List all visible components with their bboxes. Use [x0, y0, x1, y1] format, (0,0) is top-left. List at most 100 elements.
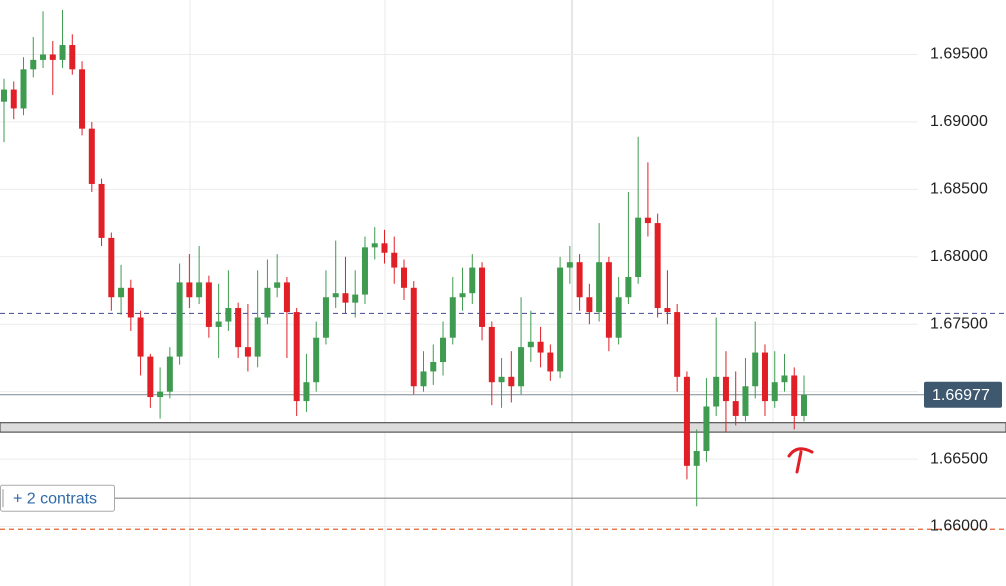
candle-body: [713, 376, 720, 407]
candle-body: [20, 69, 27, 109]
candle-body: [137, 317, 144, 357]
candle-body: [615, 297, 622, 338]
candle-body: [664, 308, 671, 313]
candle-body: [508, 376, 515, 387]
candle-body: [1, 89, 7, 102]
candle-body: [127, 287, 134, 318]
candle-body: [635, 217, 642, 278]
candle-body: [654, 223, 661, 309]
candle-body: [283, 282, 290, 313]
candle-body: [235, 308, 242, 348]
candle-body: [801, 394, 807, 416]
candle-body: [166, 356, 173, 392]
candle-body: [449, 297, 456, 338]
y-tick-label: 1.67500: [930, 315, 988, 332]
candle-body: [644, 217, 651, 224]
candle-body: [69, 45, 76, 70]
price-axis: 1.660001.665001.670001.675001.680001.685…: [924, 46, 1002, 535]
candle-body: [469, 267, 476, 294]
last-price-box: [924, 381, 1002, 408]
candle-body: [205, 282, 212, 327]
candle-body: [527, 341, 534, 348]
candle-body: [196, 282, 203, 298]
candles: [1, 9, 807, 507]
candle-body: [88, 128, 95, 184]
candle-body: [274, 282, 281, 288]
candle-body: [537, 341, 544, 353]
candle-body: [771, 382, 778, 402]
candle-body: [401, 267, 407, 288]
hand-drawn-arrow: [787, 447, 814, 474]
candle-body: [118, 287, 125, 298]
candle-body: [147, 356, 154, 398]
last-price-label: 1.66977: [932, 387, 990, 404]
zone-band: [0, 422, 1006, 433]
overlays: + 2 contrats: [0, 312, 1006, 530]
candle-body: [488, 326, 495, 383]
candle-body: [566, 262, 573, 268]
candle-body: [40, 54, 47, 60]
candle-body: [391, 252, 398, 268]
candle-body: [264, 287, 271, 318]
candle-body: [596, 262, 603, 313]
y-tick-label: 1.68000: [930, 248, 988, 265]
candle-body: [459, 293, 466, 298]
candle-body: [479, 267, 486, 327]
candle-body: [674, 312, 681, 377]
candle-body: [781, 375, 788, 383]
candle-body: [761, 352, 768, 402]
candle-body: [108, 237, 115, 298]
candle-body: [361, 247, 368, 295]
candle-body: [79, 69, 86, 129]
candle-body: [430, 361, 437, 372]
candle-body: [244, 347, 251, 357]
candle-body: [683, 376, 690, 466]
candle-body: [732, 401, 739, 416]
candle-body: [10, 89, 17, 109]
candle-body: [313, 337, 320, 383]
candle-body: [742, 386, 749, 416]
candle-body: [49, 54, 56, 60]
candle-body: [703, 406, 710, 451]
candle-body: [547, 352, 554, 372]
candle-body: [30, 59, 37, 70]
candle-body: [440, 337, 447, 362]
order-label[interactable]: + 2 contrats: [13, 490, 97, 507]
candle-body: [254, 317, 261, 357]
candle-body: [215, 321, 222, 327]
candle-body: [293, 312, 300, 402]
candle-body: [303, 382, 310, 402]
candle-body: [410, 287, 417, 387]
candle-body: [352, 294, 359, 303]
candle-body: [225, 308, 232, 322]
y-tick-label: 1.69500: [930, 46, 988, 63]
y-tick-label: 1.68500: [930, 181, 988, 198]
candle-body: [332, 293, 339, 298]
candle-body: [576, 262, 583, 298]
candle-body: [518, 347, 525, 387]
candle-body: [557, 267, 564, 372]
candle-body: [791, 375, 798, 416]
candle-body: [98, 183, 105, 238]
y-tick-label: 1.69000: [930, 113, 988, 130]
candle-body: [342, 293, 349, 303]
candle-body: [586, 297, 593, 313]
candle-body: [59, 45, 66, 60]
candle-body: [625, 277, 632, 298]
candle-body: [176, 282, 183, 357]
candle-body: [157, 391, 164, 398]
candle-body: [322, 297, 329, 338]
candle-body: [693, 450, 700, 466]
candle-body: [605, 262, 612, 338]
grid: [0, 53, 918, 528]
candle-body: [722, 376, 729, 402]
y-tick-label: 1.66000: [930, 518, 988, 535]
candle-body: [752, 352, 759, 387]
candle-body: [381, 243, 388, 253]
y-tick-label: 1.66500: [930, 450, 988, 467]
order-button[interactable]: [0, 484, 115, 512]
candle-body: [498, 376, 505, 383]
candle-body: [186, 282, 193, 298]
candle-body: [371, 243, 378, 248]
